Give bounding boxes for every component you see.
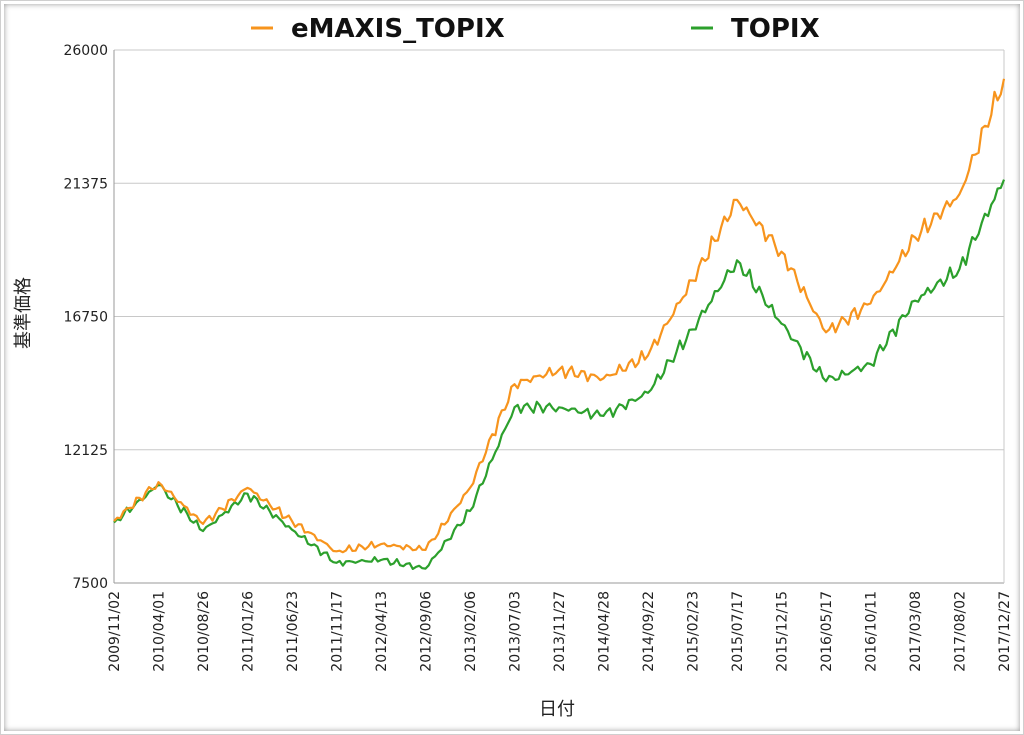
y-tick-label: 26000 <box>63 43 108 59</box>
x-tick-label: 2011/11/17 <box>330 591 346 672</box>
x-tick-label: 2012/09/06 <box>419 591 435 672</box>
x-tick-label: 2013/11/27 <box>552 591 568 672</box>
x-tick-label: 2014/09/22 <box>641 591 657 672</box>
x-tick-label: 2016/10/11 <box>864 591 880 672</box>
x-tick-label: 2017/08/02 <box>953 591 969 672</box>
x-axis-label: 日付 <box>539 699 575 720</box>
x-tick-label: 2016/05/17 <box>819 591 835 672</box>
legend-label: TOPIX <box>731 14 820 44</box>
grid-lines <box>113 49 1005 584</box>
x-tick-label: 2009/11/02 <box>107 591 123 672</box>
y-tick-label: 7500 <box>72 576 108 592</box>
series-line-topix <box>113 179 1006 570</box>
x-tick-label: 2010/04/01 <box>152 591 168 672</box>
x-tick-label: 2015/07/17 <box>730 591 746 672</box>
x-tick-label: 2011/06/23 <box>285 591 301 672</box>
x-tick-label: 2013/02/06 <box>463 591 479 672</box>
y-tick-label: 16750 <box>63 310 108 326</box>
x-tick-label: 2011/01/26 <box>241 591 257 672</box>
legend-label: eMAXIS_TOPIX <box>291 14 505 44</box>
x-tick-label: 2010/08/26 <box>196 591 212 672</box>
legend: eMAXIS_TOPIX TOPIX <box>251 14 820 44</box>
series-lines <box>113 78 1006 570</box>
x-tick-label: 2013/07/03 <box>508 591 524 672</box>
x-tick-label: 2014/04/28 <box>597 591 613 672</box>
x-tick-label: 2012/04/13 <box>374 591 390 672</box>
series-line-emaxis-topix <box>113 78 1006 554</box>
y-tick-labels: 7500 12125 16750 21375 26000 <box>63 43 108 592</box>
y-tick-label: 21375 <box>63 176 108 192</box>
x-tick-labels: 2009/11/02 2010/04/01 2010/08/26 2011/01/26… <box>107 591 1013 672</box>
y-tick-label: 12125 <box>63 443 108 459</box>
y-axis-label: 基準価格 <box>13 277 34 349</box>
x-tick-label: 2015/12/15 <box>775 591 791 672</box>
x-tick-label: 2017/12/27 <box>997 591 1013 672</box>
x-tick-label: 2015/02/23 <box>686 591 702 672</box>
x-tick-label: 2017/03/08 <box>908 591 924 672</box>
